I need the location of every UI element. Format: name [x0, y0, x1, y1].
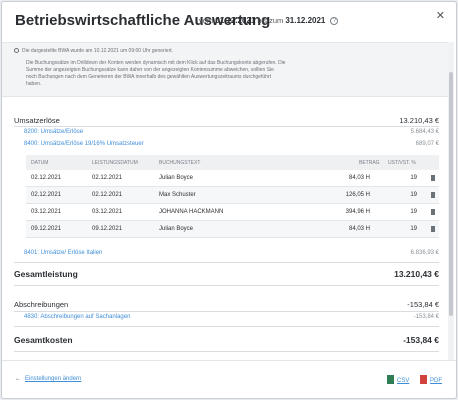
gesamtkosten-label: Gesamtkosten: [14, 335, 73, 345]
row-datum: 03.12.2021: [31, 209, 62, 215]
info-icon: [14, 48, 19, 53]
row-leistungsdatum: 09.12.2021: [92, 226, 123, 232]
row-ust: 19: [410, 192, 417, 198]
col-ust: UST/VST. %: [388, 160, 416, 166]
divider: [14, 262, 439, 263]
settings-back-label: Einstellungen ändern: [25, 376, 82, 382]
gesamtkosten-row: Gesamtkosten -153,84 €: [14, 335, 439, 346]
pdf-label: PDF: [430, 378, 442, 384]
table-row[interactable]: 02.12.2021 02.12.2021 Julian Boyce 84,03…: [26, 170, 439, 187]
close-icon[interactable]: ✕: [435, 10, 445, 22]
account-8400-link[interactable]: 8400: Umsätze/Erlöse 19/16% Umsatzsteuer: [24, 141, 144, 147]
document-icon[interactable]: [431, 226, 435, 232]
account-8401-value: 6.836,93 €: [410, 250, 439, 256]
document-icon[interactable]: [431, 175, 435, 181]
row-leistungsdatum: 03.12.2021: [92, 209, 123, 215]
report-content: Umsatzerlöse 13.210,43 € 8200: Umsätze/E…: [2, 98, 450, 358]
dialog-header: Betriebswirtschaftliche Auswertung vom 0…: [2, 2, 456, 35]
divider: [14, 126, 439, 127]
date-range: vom 01.12.2021 bis zum 31.12.2021 ?: [199, 16, 339, 26]
account-8401-row[interactable]: 8401: Umsätze/ Erlöse Italien 6.836,93 €: [14, 250, 439, 259]
gesamtkosten-value: -153,84 €: [403, 335, 439, 345]
col-betrag: BETRAG: [359, 160, 380, 166]
account-4830-value: -153,84 €: [413, 314, 439, 320]
booking-table-header: DATUM LEISTUNGSDATUM BUCHUNGSTEXT BETRAG…: [26, 155, 439, 170]
row-betrag: 126,05 H: [345, 192, 370, 198]
row-datum: 09.12.2021: [31, 226, 62, 232]
divider: [14, 326, 439, 327]
row-buchungstext: Julian Boyce: [159, 226, 194, 232]
divider: [14, 311, 439, 312]
col-buchungstext: BUCHUNGSTEXT: [159, 160, 201, 166]
info-box: Die dargestellte BWA wurde am 10.12.2021…: [2, 42, 450, 97]
gesamtleistung-value: 13.210,43 €: [394, 269, 439, 279]
table-row[interactable]: 09.12.2021 09.12.2021 Julian Boyce 84,03…: [26, 221, 439, 238]
account-8200-value: 5.684,43 €: [410, 129, 439, 135]
row-ust: 19: [410, 209, 417, 215]
info-paragraph: Die Buchungssätze im Drilldown der Konte…: [26, 60, 286, 87]
abschreibungen-row: Abschreibungen -153,84 €: [14, 300, 439, 310]
gesamtleistung-row: Gesamtleistung 13.210,43 €: [14, 269, 439, 280]
divider: [14, 351, 439, 352]
csv-file-icon: [387, 375, 394, 384]
table-row[interactable]: 02.12.2021 02.12.2021 Max Schuster 126,0…: [26, 187, 439, 204]
umsatzerloese-row: Umsatzerlöse 13.210,43 €: [14, 116, 439, 126]
account-8200-link[interactable]: 8200: Umsätze/Erlöse: [24, 129, 84, 135]
divider: [14, 285, 439, 286]
row-betrag: 84,03 H: [348, 175, 370, 181]
account-8401-link[interactable]: 8401: Umsätze/ Erlöse Italien: [24, 250, 103, 256]
gesamtleistung-label: Gesamtleistung: [14, 269, 78, 279]
account-4830-row[interactable]: 4830: Abschreibungen auf Sachanlagen -15…: [14, 314, 439, 323]
row-leistungsdatum: 02.12.2021: [92, 192, 123, 198]
row-datum: 02.12.2021: [31, 192, 62, 198]
document-icon[interactable]: [431, 192, 435, 198]
help-icon[interactable]: ?: [330, 17, 339, 26]
row-ust: 19: [410, 175, 417, 181]
content-scrollbar[interactable]: [448, 42, 454, 360]
col-datum: DATUM: [31, 160, 49, 166]
settings-back-link[interactable]: ← Einstellungen ändern: [15, 376, 81, 382]
info-generated-text: Die dargestellte BWA wurde am 10.12.2021…: [22, 48, 174, 54]
account-8200-row[interactable]: 8200: Umsätze/Erlöse 5.684,43 €: [14, 129, 439, 138]
col-leistungsdatum: LEISTUNGSDATUM: [92, 160, 138, 166]
account-4830-link[interactable]: 4830: Abschreibungen auf Sachanlagen: [24, 314, 131, 320]
row-datum: 02.12.2021: [31, 175, 62, 181]
row-buchungstext: Julian Boyce: [159, 175, 194, 181]
pdf-file-icon: [420, 375, 427, 384]
row-leistungsdatum: 02.12.2021: [92, 175, 123, 181]
account-8400-row[interactable]: 8400: Umsätze/Erlöse 19/16% Umsatzsteuer…: [14, 141, 439, 150]
row-buchungstext: JOHANNA HACKMANN: [159, 209, 224, 215]
document-icon[interactable]: [431, 209, 435, 215]
csv-export-button[interactable]: CSV: [387, 375, 409, 384]
account-8400-value: 689,07 €: [415, 141, 439, 147]
info-generated: Die dargestellte BWA wurde am 10.12.2021…: [14, 48, 173, 54]
dialog-title: Betriebswirtschaftliche Auswertung: [15, 12, 271, 29]
row-ust: 19: [410, 226, 417, 232]
dialog-footer: ← Einstellungen ändern CSV PDF: [2, 360, 456, 398]
pdf-export-button[interactable]: PDF: [420, 375, 442, 384]
range-from-date: 01.12.2021: [215, 16, 256, 25]
range-to-label: bis zum: [257, 16, 284, 25]
csv-label: CSV: [397, 378, 410, 384]
scrollbar-thumb[interactable]: [449, 72, 453, 316]
row-betrag: 84,03 H: [348, 226, 370, 232]
umsatzerloese-label: Umsatzerlöse: [14, 116, 60, 125]
abschreibungen-label: Abschreibungen: [14, 300, 69, 309]
table-row[interactable]: 03.12.2021 03.12.2021 JOHANNA HACKMANN 3…: [26, 204, 439, 221]
range-from-label: vom: [199, 16, 214, 25]
row-betrag: 394,96 H: [345, 209, 370, 215]
umsatzerloese-value: 13.210,43 €: [399, 116, 439, 125]
range-to-date: 31.12.2021: [285, 16, 326, 25]
arrow-left-icon: ←: [15, 376, 21, 382]
row-buchungstext: Max Schuster: [159, 192, 196, 198]
abschreibungen-value: -153,84 €: [407, 300, 439, 309]
